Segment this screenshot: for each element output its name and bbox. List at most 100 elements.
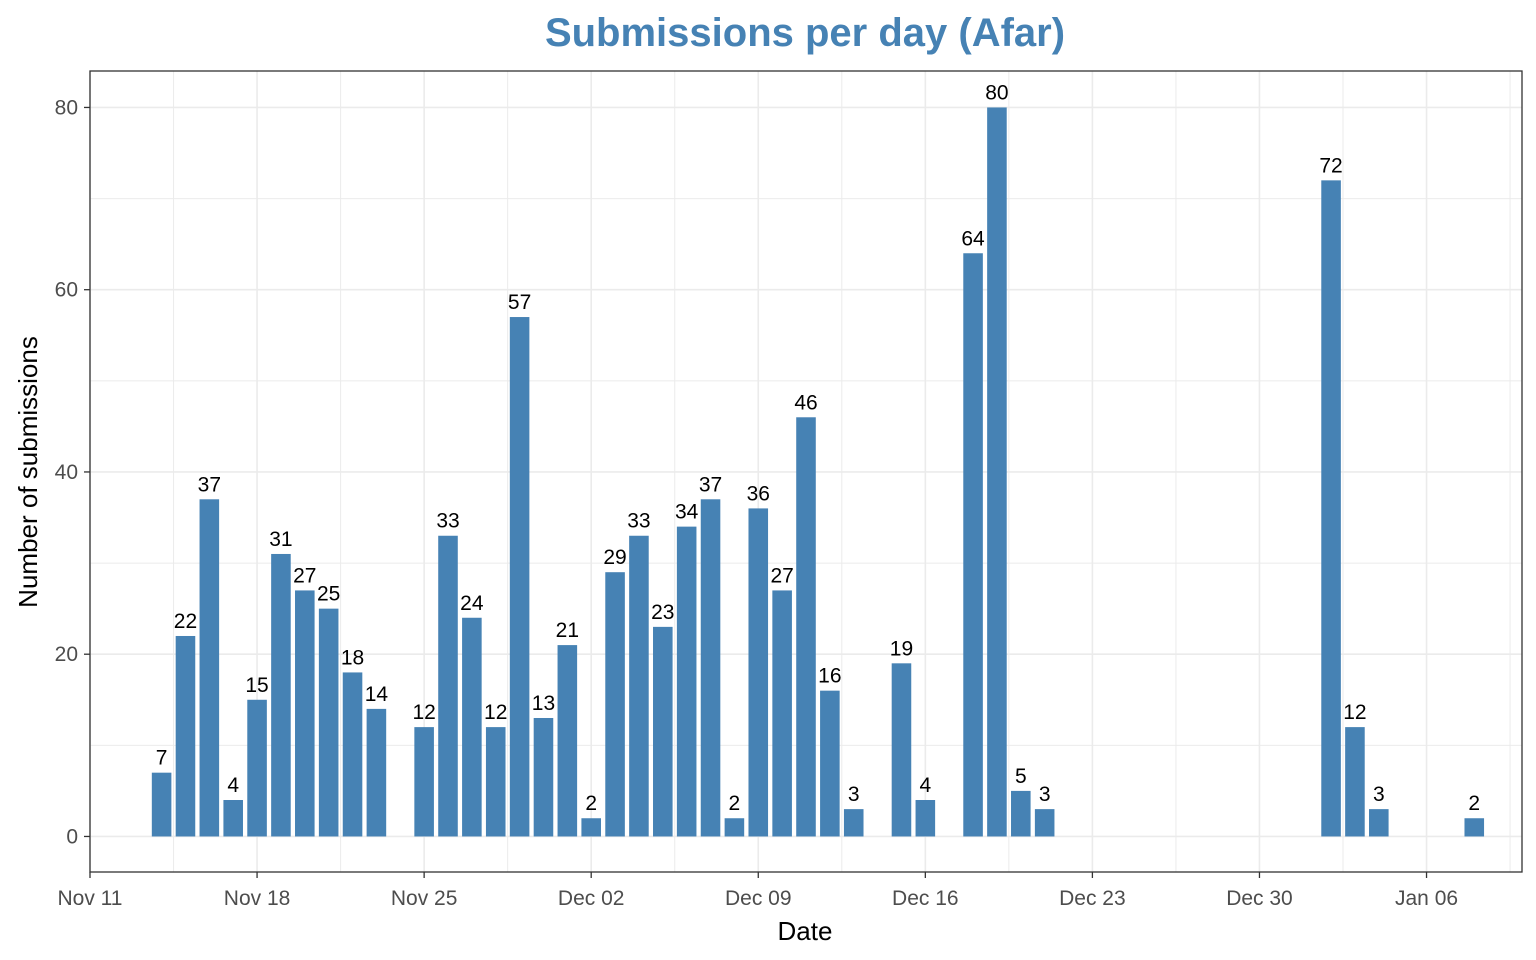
x-tick-label: Dec 02 <box>558 887 625 910</box>
data-label: 25 <box>317 583 340 606</box>
chart-title: Submissions per day (Afar) <box>545 11 1065 55</box>
bar <box>724 818 745 837</box>
bar <box>820 690 840 837</box>
bar <box>295 590 315 837</box>
x-tick-label: Nov 11 <box>58 887 123 910</box>
x-tick-label: Dec 09 <box>725 887 792 910</box>
data-label: 31 <box>269 528 292 551</box>
data-label: 3 <box>848 783 860 806</box>
bar <box>653 626 673 837</box>
bar <box>963 253 983 837</box>
x-tick-label: Nov 25 <box>391 887 458 910</box>
data-label: 21 <box>556 619 579 642</box>
bar <box>175 635 196 837</box>
bar <box>366 708 387 837</box>
bar <box>485 727 506 837</box>
bar <box>462 617 482 837</box>
data-label: 27 <box>770 564 793 587</box>
data-label: 2 <box>729 792 741 815</box>
data-label: 64 <box>961 227 985 250</box>
bar <box>987 107 1007 837</box>
data-label: 23 <box>651 601 674 624</box>
y-tick-label: 20 <box>55 643 78 666</box>
bar <box>772 590 792 837</box>
data-label: 37 <box>699 473 722 496</box>
bar <box>1034 809 1055 837</box>
data-label: 24 <box>460 592 484 615</box>
x-tick-label: Dec 16 <box>892 887 959 910</box>
data-label: 2 <box>1468 792 1480 815</box>
data-label: 19 <box>890 637 913 660</box>
bar <box>533 717 554 837</box>
data-label: 14 <box>365 683 389 706</box>
data-label: 80 <box>985 81 1008 104</box>
y-axis: 0 20 40 60 80 <box>55 96 90 848</box>
data-label: 7 <box>156 747 168 770</box>
data-label: 5 <box>1015 765 1027 788</box>
data-label: 13 <box>532 692 555 715</box>
bar <box>223 800 243 837</box>
bar <box>1011 790 1031 837</box>
bar <box>843 809 864 837</box>
y-tick-label: 60 <box>55 279 78 302</box>
x-axis: Nov 11 Nov 18 Nov 25 Dec 02 Dec 09 Dec 16 Dec … <box>58 872 1458 910</box>
x-tick-label: Jan 06 <box>1395 887 1458 910</box>
data-label: 4 <box>227 774 239 797</box>
bar <box>414 727 434 837</box>
data-label: 37 <box>198 473 221 496</box>
data-label: 16 <box>818 665 841 688</box>
data-label: 57 <box>508 291 531 314</box>
data-label: 46 <box>794 391 817 414</box>
data-label: 2 <box>585 792 597 815</box>
data-label: 3 <box>1039 783 1051 806</box>
data-label: 29 <box>603 546 626 569</box>
x-tick-label: Dec 23 <box>1059 887 1126 910</box>
y-tick-label: 0 <box>66 825 78 848</box>
bar <box>700 499 721 837</box>
bar <box>271 553 291 837</box>
bar <box>247 699 267 837</box>
y-tick-label: 80 <box>55 96 78 119</box>
data-label: 27 <box>293 564 316 587</box>
bar <box>438 535 458 837</box>
data-labels: 7223741531272518141233241257132122933233… <box>156 81 1480 815</box>
data-label: 15 <box>245 674 268 697</box>
data-label: 72 <box>1319 154 1342 177</box>
bar <box>581 818 601 837</box>
data-label: 12 <box>412 701 435 724</box>
x-tick-label: Dec 30 <box>1226 887 1293 910</box>
data-label: 3 <box>1373 783 1385 806</box>
bar <box>1345 727 1365 837</box>
data-label: 36 <box>747 482 770 505</box>
data-label: 33 <box>436 510 459 533</box>
bar <box>629 535 649 837</box>
data-label: 22 <box>174 610 197 633</box>
bar <box>557 645 578 837</box>
bar <box>318 608 339 837</box>
data-label: 12 <box>1343 701 1366 724</box>
data-label: 4 <box>919 774 931 797</box>
data-label: 12 <box>484 701 507 724</box>
y-tick-label: 40 <box>55 461 78 484</box>
data-label: 33 <box>627 510 650 533</box>
bar <box>1369 809 1389 837</box>
bar <box>1464 818 1485 837</box>
bar <box>342 672 363 837</box>
bar <box>915 800 936 837</box>
data-label: 18 <box>341 646 364 669</box>
x-tick-label: Nov 18 <box>224 887 291 910</box>
bars <box>151 107 1485 837</box>
y-axis-title: Number of submissions <box>13 336 43 608</box>
bar <box>509 317 530 837</box>
bar <box>676 526 697 837</box>
bar <box>199 499 220 837</box>
x-axis-title: Date <box>778 916 833 946</box>
bar <box>748 508 769 837</box>
bar <box>151 772 172 837</box>
bar <box>605 572 625 837</box>
bar <box>796 417 816 837</box>
bar <box>891 663 912 837</box>
bar <box>1321 180 1341 837</box>
